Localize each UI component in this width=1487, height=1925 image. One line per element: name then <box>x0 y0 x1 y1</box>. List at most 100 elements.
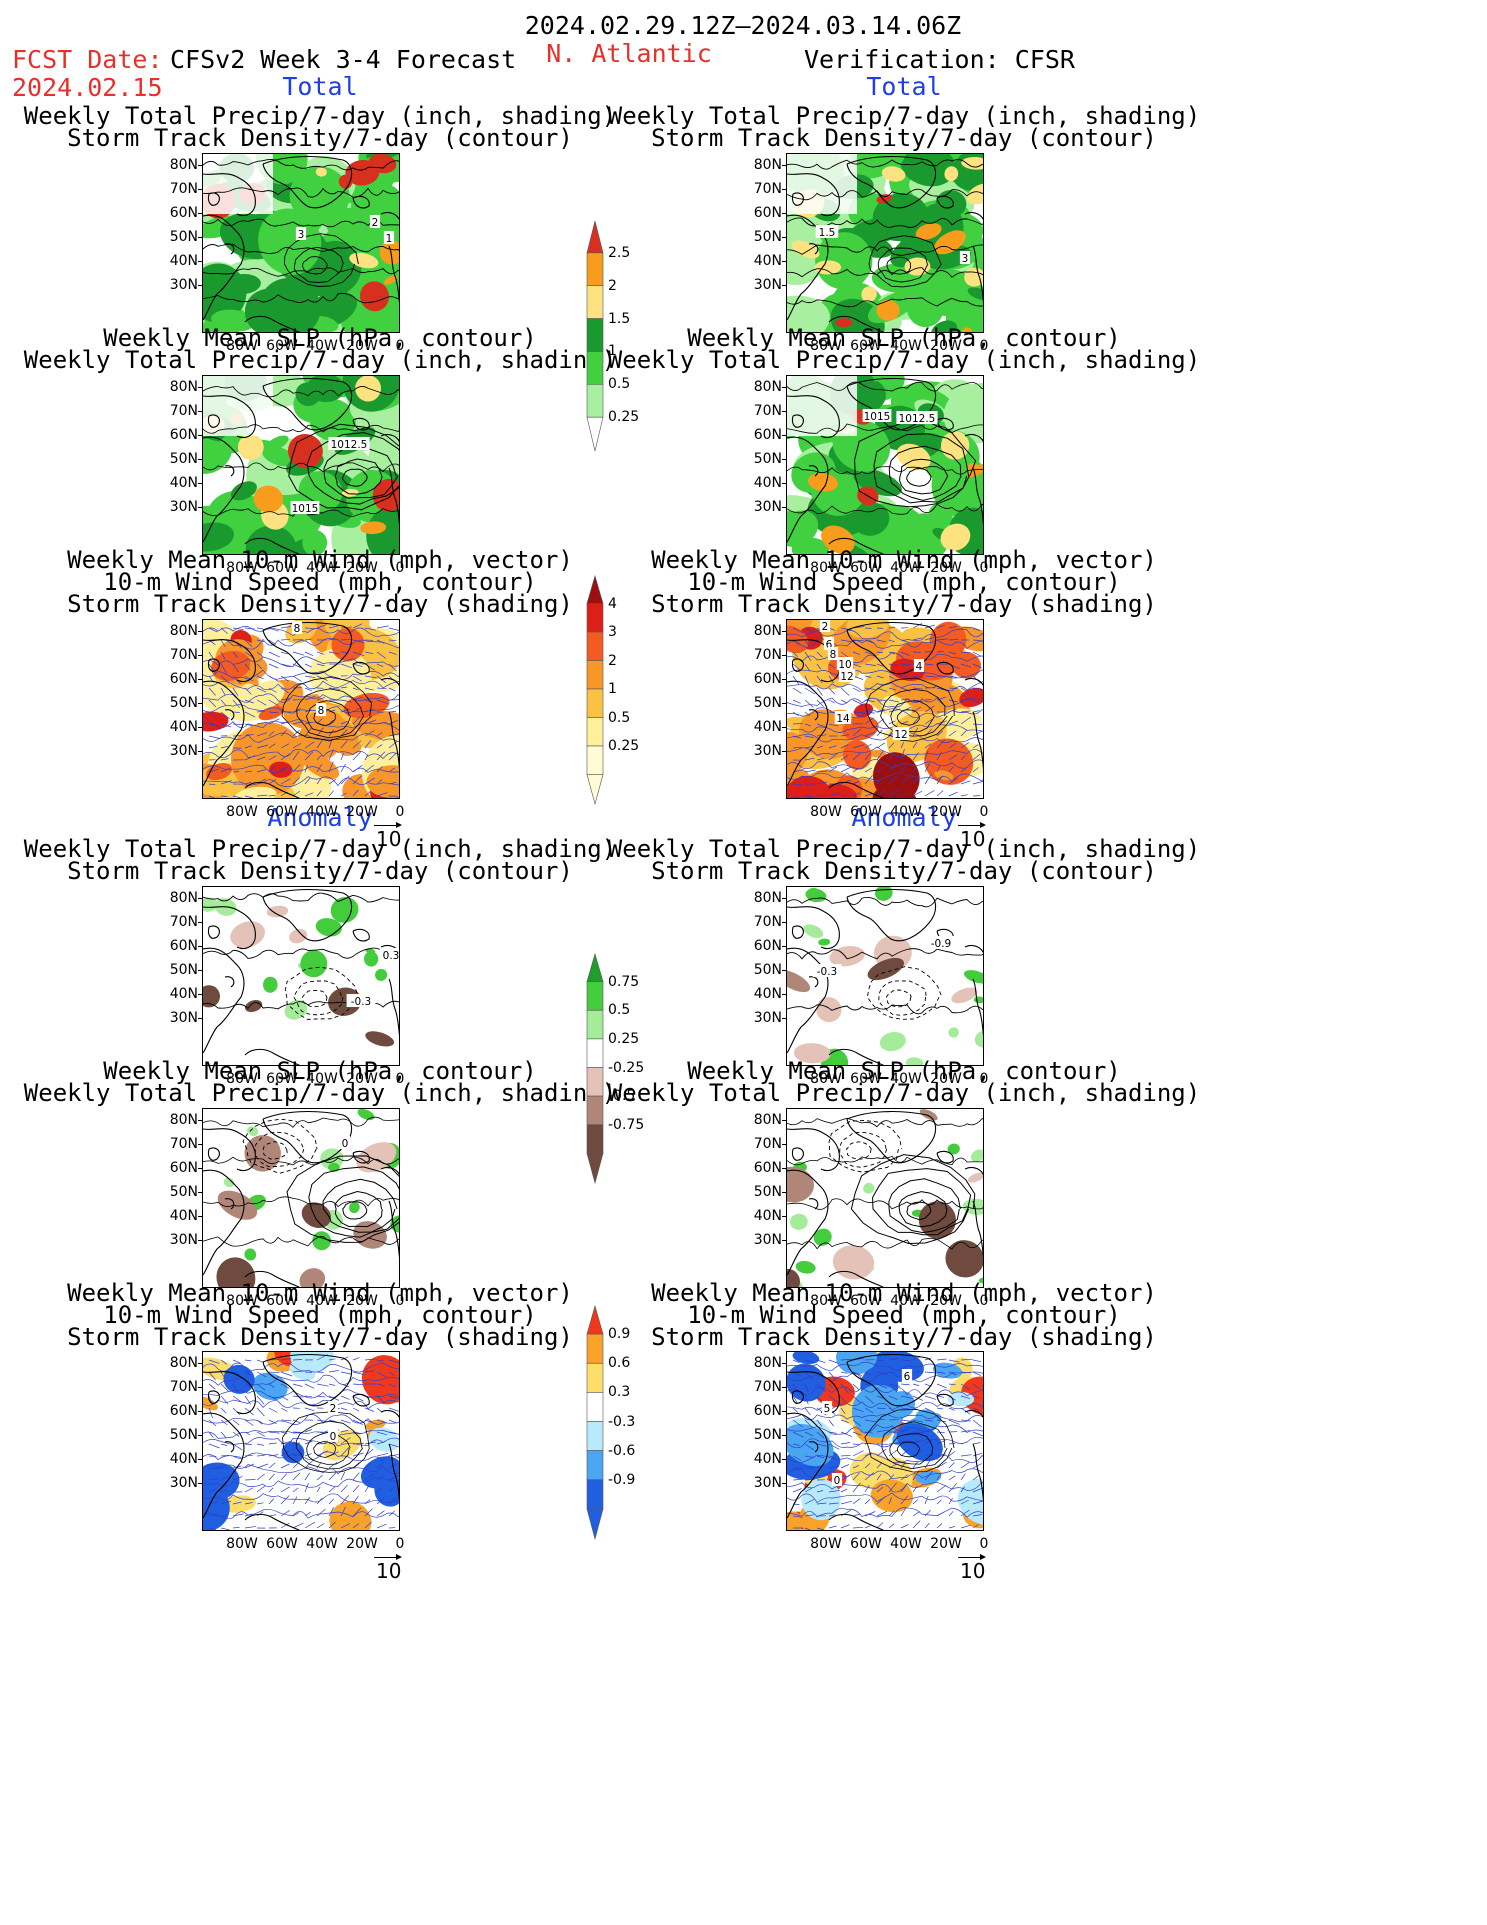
contour-line <box>203 638 399 650</box>
lat-tick-label: 80N <box>169 623 198 639</box>
shading-cell <box>948 1027 959 1038</box>
wind-vector <box>352 639 364 643</box>
wind-vector <box>888 663 898 667</box>
wind-vector <box>948 651 957 655</box>
lon-tick-label: 20W <box>346 1071 378 1087</box>
wind-vector <box>364 627 376 631</box>
shading-cell <box>959 687 983 708</box>
coastline <box>808 465 819 477</box>
wind-vector <box>292 651 305 656</box>
tick-mark <box>198 1363 202 1364</box>
wind-vector <box>828 792 841 797</box>
wind-vector <box>876 789 886 797</box>
wind-vector <box>888 1497 893 1505</box>
wind-vector <box>304 1482 309 1493</box>
map-canvas: 6 5 0 <box>787 1352 983 1530</box>
contour-line <box>787 746 983 757</box>
colorbar-segment <box>586 952 604 982</box>
lat-tick-label: 30N <box>169 1232 198 1248</box>
wind-vector <box>900 775 910 785</box>
wind-vector <box>828 1465 839 1469</box>
wind-vector <box>220 1501 232 1505</box>
contour-line <box>203 1362 399 1373</box>
wind-vector <box>376 744 383 749</box>
lon-tick-label: 40W <box>306 1293 338 1309</box>
wind-vector <box>792 1359 800 1364</box>
wind-vector <box>316 1474 323 1481</box>
contour-line <box>899 458 949 495</box>
lat-tick-label: 70N <box>169 181 198 197</box>
wind-vector <box>960 729 968 737</box>
wind-vector <box>948 1442 956 1445</box>
coastline <box>352 195 370 209</box>
wind-vector <box>280 1358 292 1361</box>
wind-vector <box>840 1395 846 1403</box>
wind-vector <box>220 651 226 660</box>
wind-vector <box>936 638 948 641</box>
coastline <box>388 1200 399 1258</box>
colorbar-label: 0.25 <box>608 1030 640 1047</box>
wind-vector <box>376 751 386 761</box>
shading-cell <box>379 240 399 265</box>
wind-vector <box>924 1371 936 1374</box>
contour-line <box>203 507 399 517</box>
wind-vector <box>924 750 929 761</box>
colorbar-segment <box>586 1392 604 1422</box>
shading-cell <box>289 166 350 225</box>
tick-mark <box>198 1240 202 1241</box>
wind-vector <box>852 752 861 761</box>
colorbar-label: 3 <box>608 624 617 640</box>
wind-vector <box>244 1383 252 1388</box>
contour-line <box>872 1168 972 1236</box>
contour-line <box>787 1386 983 1397</box>
lon-tick-label: 80W <box>226 1293 258 1309</box>
wind-vector <box>804 1514 815 1517</box>
wind-vector <box>304 792 314 797</box>
wind-vector <box>340 1484 348 1493</box>
wind-vector <box>232 1383 238 1393</box>
shading-cell <box>203 897 218 912</box>
wind-vector <box>828 675 834 684</box>
contour-label-box <box>959 251 971 264</box>
lon-tick-label: 60W <box>266 1071 298 1087</box>
panel-title-line: Weekly Mean SLP (hPa, contour) <box>103 324 537 352</box>
vector-reference-arrowhead <box>980 1554 986 1560</box>
wind-vector <box>972 744 979 749</box>
wind-vector <box>852 1513 861 1517</box>
contour-line <box>203 749 399 760</box>
lon-tick-label: 60W <box>266 338 298 354</box>
lon-tick-label: 80W <box>810 1536 842 1552</box>
coastline <box>262 1353 353 1407</box>
wind-vector <box>376 1383 386 1387</box>
wind-vector <box>816 651 823 658</box>
wind-vector <box>304 727 312 737</box>
wind-vector <box>256 778 266 785</box>
lon-tick-label: 80W <box>810 1071 842 1087</box>
wind-vector <box>328 779 336 785</box>
map-panel: 6 5 0 <box>786 1351 984 1531</box>
wind-vector <box>852 728 862 737</box>
wind-vector <box>220 1395 229 1405</box>
wind-vector <box>268 1462 276 1469</box>
wind-vector <box>912 1383 920 1386</box>
lat-tick-label: 30N <box>753 277 782 293</box>
wind-vector <box>376 639 385 644</box>
wind-vector <box>208 1431 214 1438</box>
wind-vector <box>804 711 811 717</box>
wind-vector <box>244 1513 253 1517</box>
wind-vector <box>876 1407 886 1409</box>
lon-tick-label: 0 <box>979 1071 989 1087</box>
shading-cell <box>299 1268 326 1287</box>
wind-vector <box>364 1521 372 1529</box>
wind-vector <box>852 1431 862 1436</box>
wind-vector <box>888 1474 895 1481</box>
wind-vector <box>304 1395 313 1398</box>
contour-label-box <box>295 227 307 240</box>
wind-vector <box>352 740 362 749</box>
contour-label: 6 <box>904 1371 911 1383</box>
map-panel <box>786 1108 984 1288</box>
wind-vector <box>244 711 256 718</box>
contour-label: 2 <box>330 1403 337 1415</box>
panel-title-line: Weekly Mean 10-m Wind (mph, vector) <box>651 546 1157 574</box>
contour-label-box <box>901 1369 913 1382</box>
